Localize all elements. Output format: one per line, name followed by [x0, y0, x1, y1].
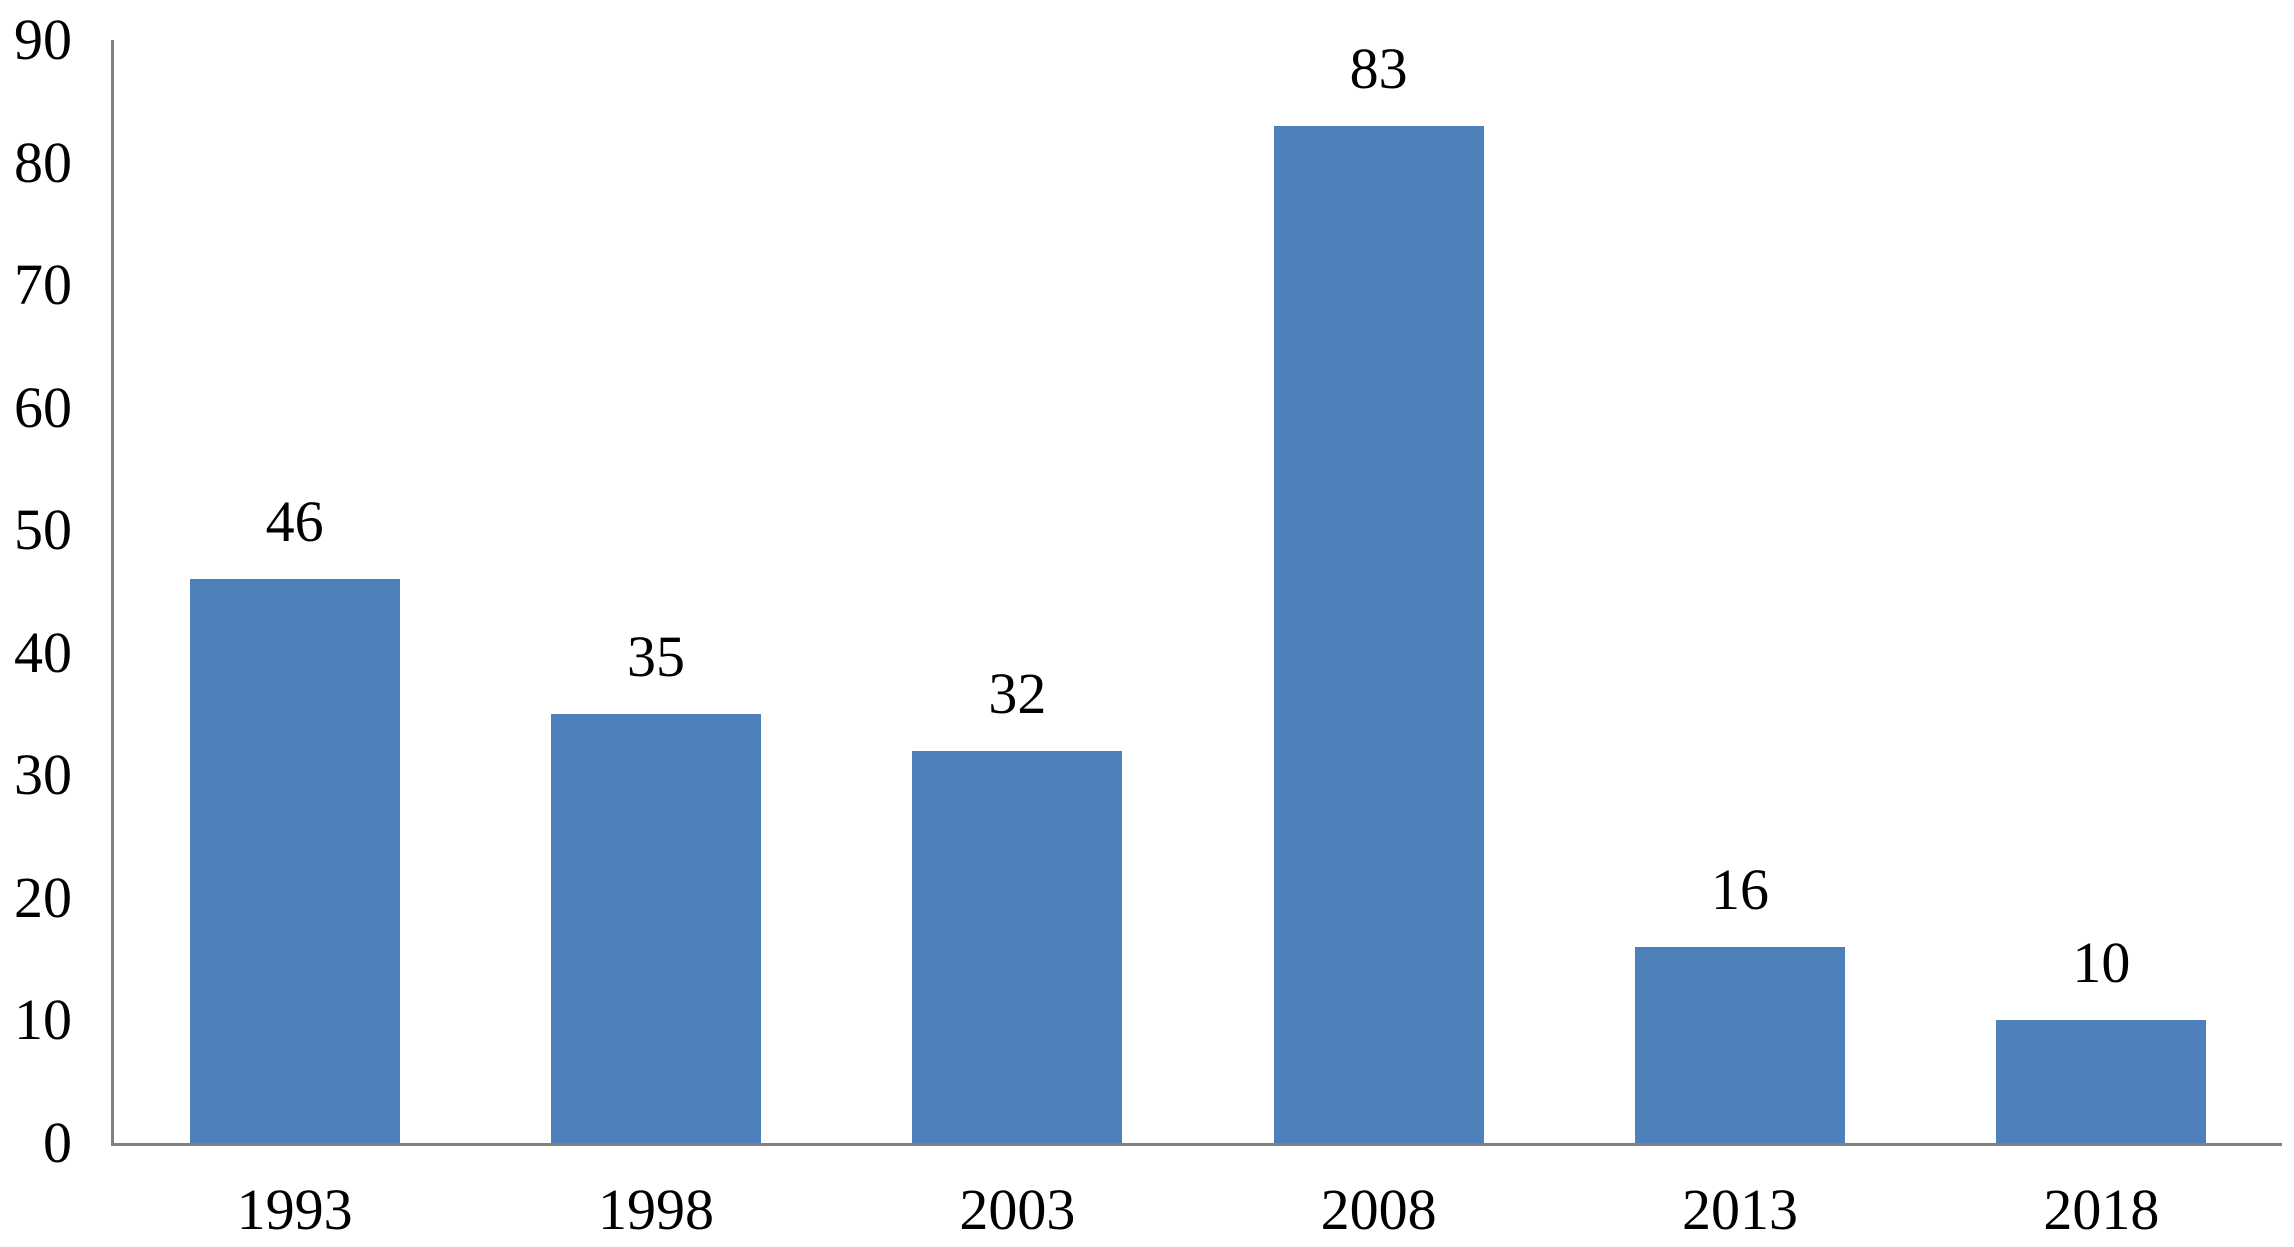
- y-axis-tick-label: 60: [14, 374, 72, 440]
- x-axis-line: [111, 1143, 2282, 1146]
- bar-2018: [1996, 1020, 2207, 1143]
- x-axis-label-1998: 1998: [598, 1177, 714, 1242]
- y-axis-tick-label: 10: [14, 987, 72, 1053]
- data-label-2008: 83: [1349, 35, 1408, 101]
- x-axis-label-1993: 1993: [236, 1177, 353, 1242]
- y-axis-tick-label: 90: [14, 7, 72, 72]
- y-axis-tick-label: 70: [14, 252, 72, 318]
- y-axis-tick-label: 80: [14, 129, 72, 195]
- data-label-2003: 32: [988, 660, 1047, 726]
- x-axis-label-2008: 2008: [1320, 1177, 1437, 1242]
- bar-1993: [189, 579, 400, 1143]
- x-axis-label-2018: 2018: [2043, 1177, 2160, 1242]
- y-axis-tick-label: 40: [14, 619, 72, 685]
- data-label-2013: 16: [1711, 856, 1769, 922]
- bar-2013: [1635, 946, 1845, 1143]
- y-axis-line: [111, 40, 114, 1146]
- y-axis-tick-label: 0: [43, 1110, 72, 1175]
- bar-2003: [912, 750, 1123, 1143]
- data-label-1998: 35: [627, 624, 685, 690]
- y-axis-tick-label: 50: [14, 497, 72, 563]
- y-axis-tick-label: 30: [14, 742, 72, 808]
- data-label-2018: 10: [2072, 930, 2131, 996]
- bar-1998: [551, 714, 761, 1143]
- x-axis-label-2013: 2013: [1682, 1177, 1798, 1242]
- y-axis-tick-label: 20: [14, 864, 72, 930]
- x-axis-label-2003: 2003: [959, 1177, 1076, 1242]
- data-label-1993: 46: [265, 489, 324, 555]
- bar-2008: [1273, 125, 1484, 1143]
